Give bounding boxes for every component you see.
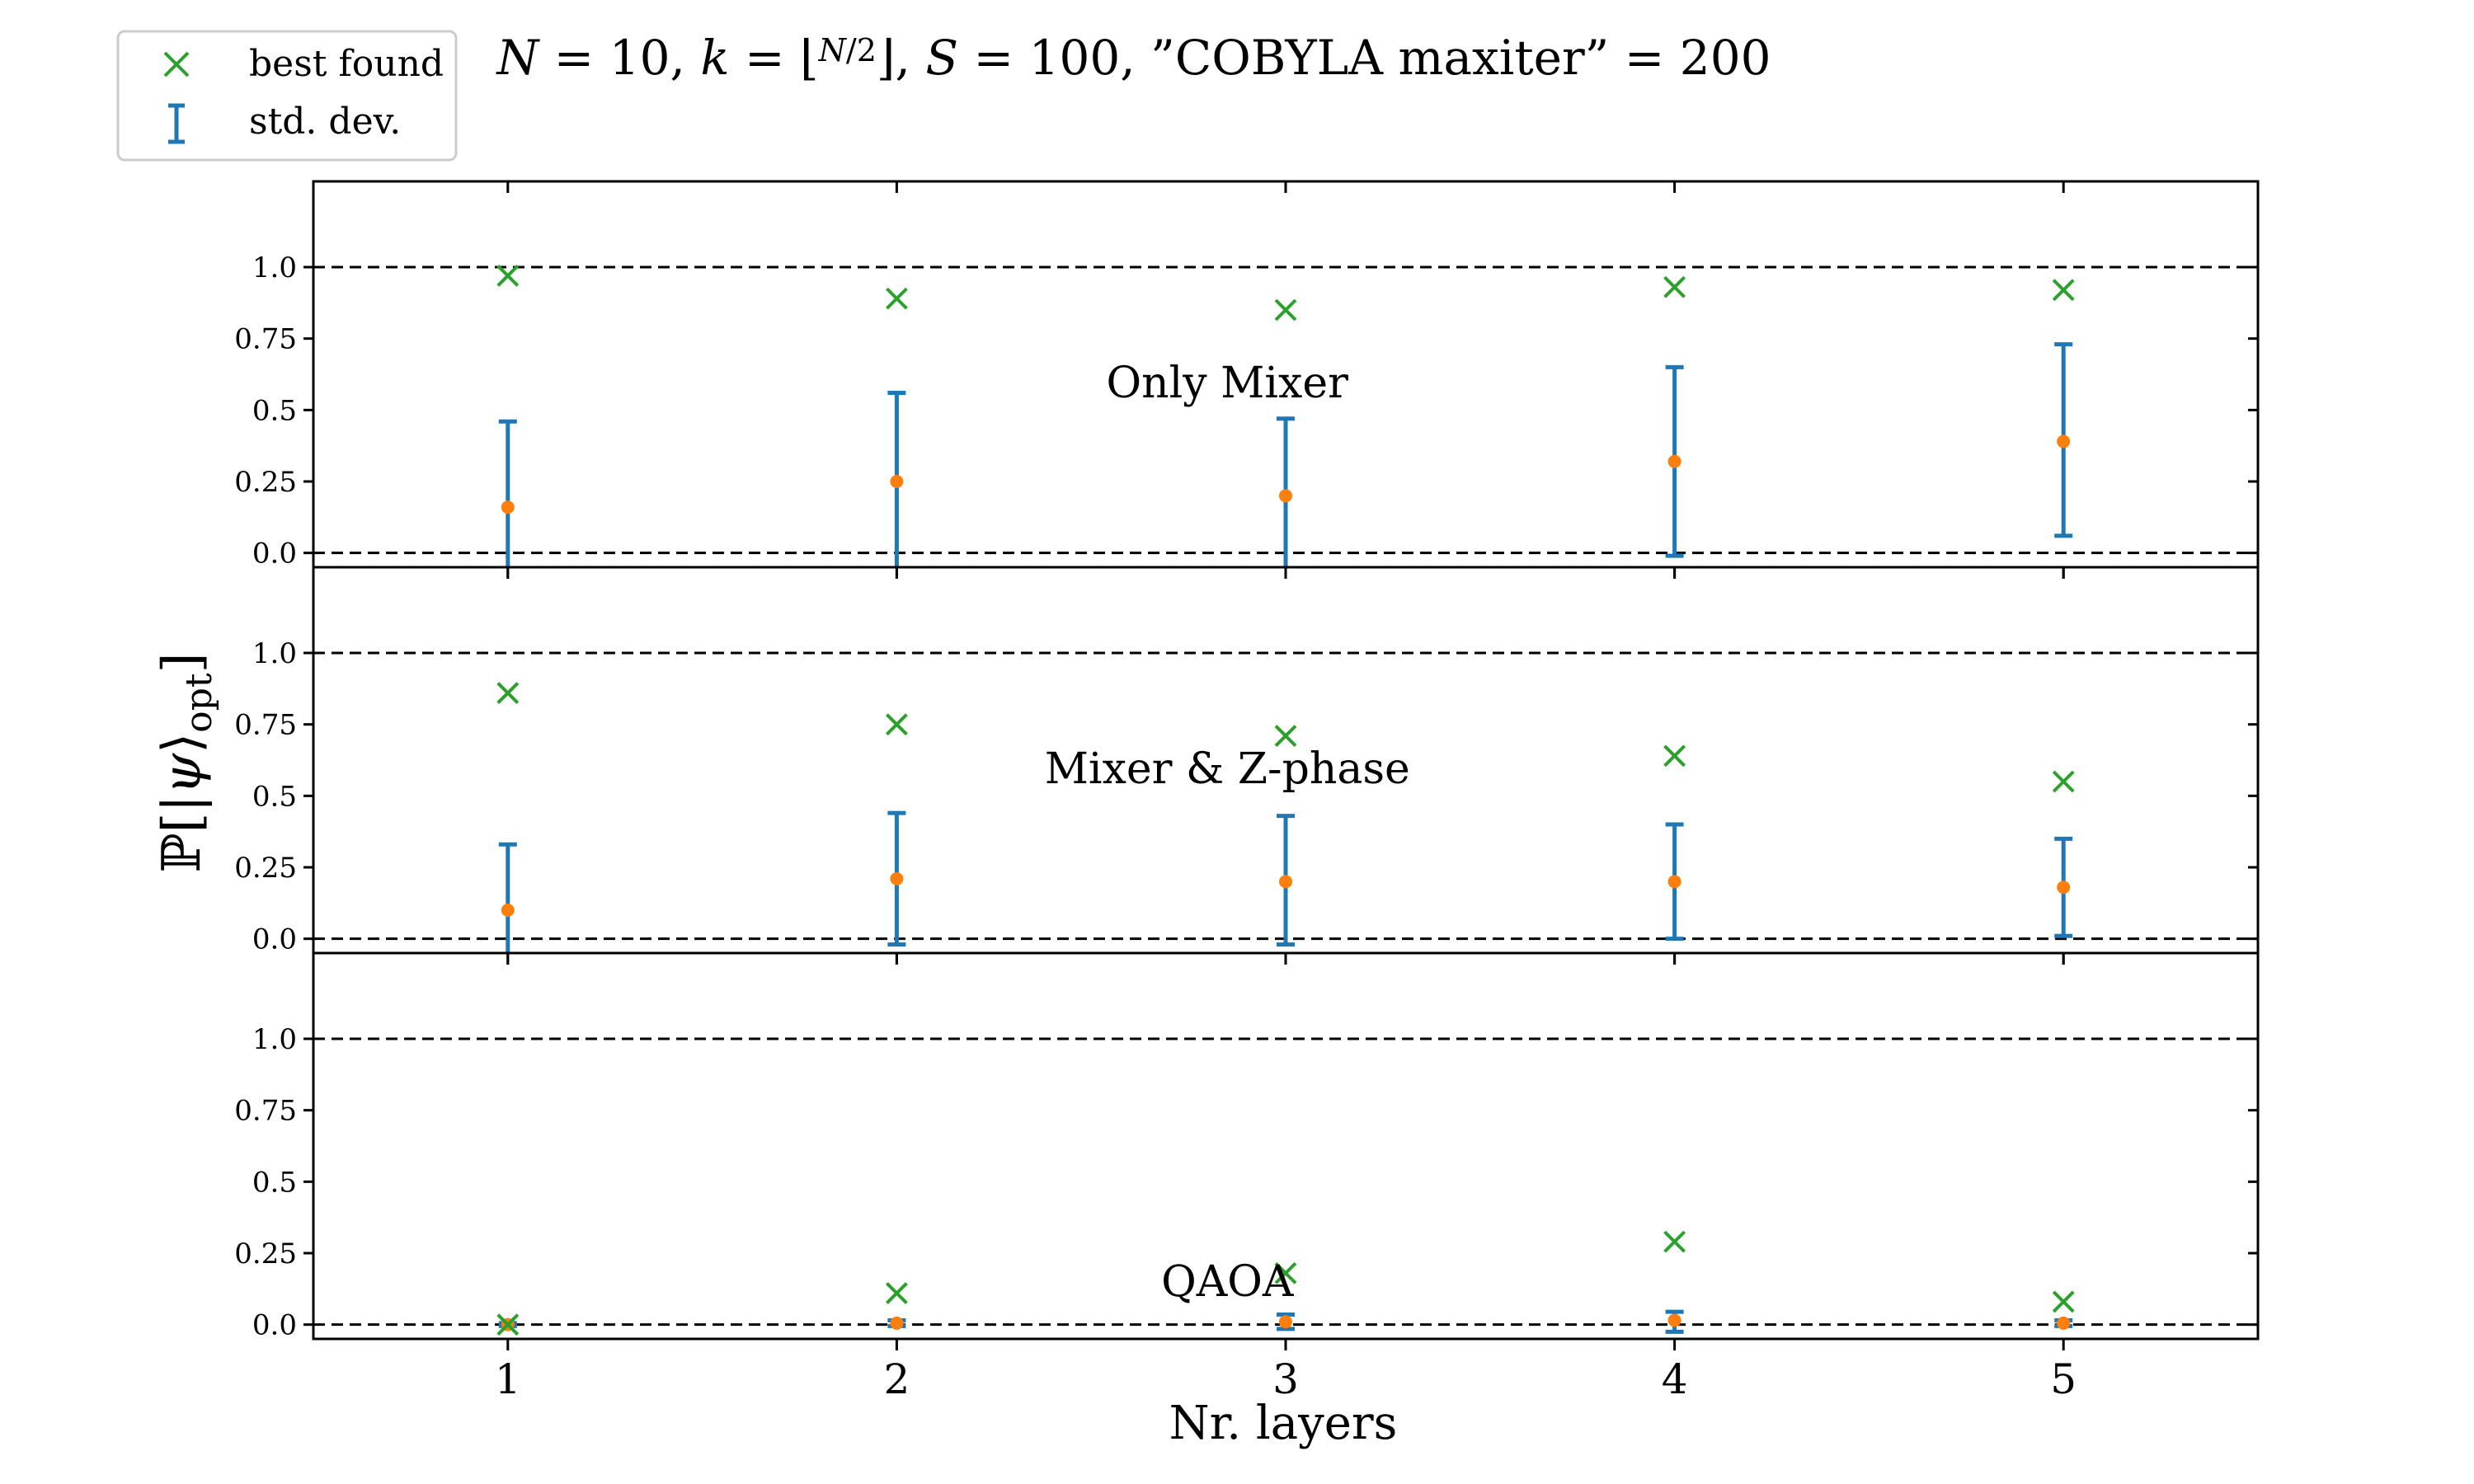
- panel-plot-area: [313, 264, 2258, 567]
- y-tick-label: 0.75: [234, 709, 297, 742]
- y-tick-label: 0.0: [252, 923, 297, 956]
- best-marker-stroke: [1274, 725, 1297, 747]
- y-tick-label: 1.0: [252, 1023, 297, 1056]
- best-marker-stroke: [496, 264, 520, 287]
- x-tick-label: 4: [1662, 1355, 1688, 1403]
- mean-point: [2057, 434, 2071, 448]
- best-found-marker: [2052, 1290, 2075, 1313]
- legend-errorbar-label: std. dev.: [249, 101, 401, 143]
- best-marker-stroke: [885, 287, 908, 310]
- y-tick-label: 0.25: [234, 852, 297, 885]
- panel-plot-area: [313, 651, 2258, 953]
- mean-point: [1667, 454, 1681, 468]
- chart-title: N = 10, k = ⌊N/2⌋, S = 100, ”COBYLA maxi…: [495, 30, 1771, 86]
- best-marker-stroke: [1274, 1261, 1297, 1284]
- best-found-marker: [1274, 298, 1297, 322]
- best-marker-stroke: [1274, 298, 1297, 322]
- y-tick-label: 1.0: [252, 637, 297, 670]
- best-marker-stroke: [885, 1282, 908, 1304]
- y-tick-label: 0.5: [252, 780, 297, 813]
- best-marker-stroke: [496, 1313, 520, 1336]
- best-found-marker: [1663, 744, 1686, 768]
- x-tick-label: 3: [1272, 1355, 1299, 1403]
- best-marker-stroke: [885, 713, 908, 736]
- panel-label: QAOA: [1161, 1257, 1295, 1307]
- legend-best-marker: [163, 51, 190, 77]
- mean-point: [501, 500, 515, 514]
- panel-2: 0.0 0.25 0.5 0.75 1.0 Mixer & Z-phase: [234, 566, 2260, 965]
- panel-label: Only Mixer: [1107, 359, 1349, 408]
- mean-point: [2057, 1316, 2071, 1330]
- y-tick-label: 0.5: [252, 1166, 297, 1199]
- mean-point: [501, 904, 515, 917]
- mean-point: [2057, 881, 2071, 895]
- panel-label: Mixer & Z-phase: [1045, 744, 1410, 794]
- best-found-marker: [496, 682, 520, 704]
- legend: best found std. dev.: [116, 30, 458, 162]
- best-found-marker: [2052, 279, 2075, 302]
- legend-best-label: best found: [249, 43, 444, 85]
- best-found-marker: [496, 1313, 520, 1336]
- y-tick-label: 0.75: [234, 323, 297, 356]
- best-marker-stroke: [1663, 1230, 1686, 1253]
- best-found-marker: [2052, 770, 2075, 793]
- best-found-marker: [1663, 275, 1686, 298]
- chart-panels: 0.0 0.25 0.5 0.75 1.0 Only Mixer 0.0 0.25 0.5 0.7…: [234, 180, 2260, 1403]
- mean-point: [1279, 489, 1292, 503]
- y-tick-label: 0.0: [252, 1309, 297, 1342]
- best-marker-stroke: [496, 682, 520, 704]
- y-axis-label: ℙ[|ψ⟩opt]: [152, 652, 220, 872]
- x-tick-label: 2: [883, 1355, 910, 1403]
- best-marker-stroke: [1663, 275, 1686, 298]
- legend-frame: [116, 30, 458, 162]
- best-marker-stroke: [1663, 744, 1686, 768]
- y-tick-label: 0.5: [252, 394, 297, 427]
- mean-point: [890, 1316, 904, 1330]
- best-found-marker: [1274, 725, 1297, 747]
- mean-point: [1279, 1315, 1292, 1329]
- best-found-marker: [1274, 1261, 1297, 1284]
- best-found-marker: [1663, 1230, 1686, 1253]
- y-tick-label: 0.25: [234, 466, 297, 499]
- mean-point: [890, 475, 904, 488]
- x-tick-label: 1: [495, 1355, 521, 1403]
- legend-errorbar-marker: [168, 103, 185, 144]
- y-tick-label: 0.75: [234, 1095, 297, 1128]
- panel-1: 0.0 0.25 0.5 0.75 1.0 Only Mixer: [234, 180, 2260, 579]
- mean-point: [1667, 1313, 1681, 1327]
- y-tick-label: 0.25: [234, 1237, 297, 1270]
- mean-point: [890, 871, 904, 885]
- best-marker-stroke: [2052, 770, 2075, 793]
- mean-point: [1279, 875, 1292, 889]
- best-marker-stroke: [2052, 279, 2075, 302]
- best-found-marker: [885, 287, 908, 310]
- panel-3: 0.0 0.25 0.5 0.75 1.0 QAOA: [234, 951, 2260, 1350]
- best-found-marker: [496, 264, 520, 287]
- best-found-marker: [885, 713, 908, 736]
- best-found-marker: [885, 1282, 908, 1304]
- panel-plot-area: [313, 1037, 2258, 1336]
- best-marker-stroke: [2052, 1290, 2075, 1313]
- x-tick-label: 5: [2050, 1355, 2077, 1403]
- mean-point: [1667, 875, 1681, 889]
- y-tick-label: 0.0: [252, 538, 297, 571]
- x-axis-label: Nr. layers: [1169, 1397, 1398, 1450]
- y-tick-label: 1.0: [252, 251, 297, 284]
